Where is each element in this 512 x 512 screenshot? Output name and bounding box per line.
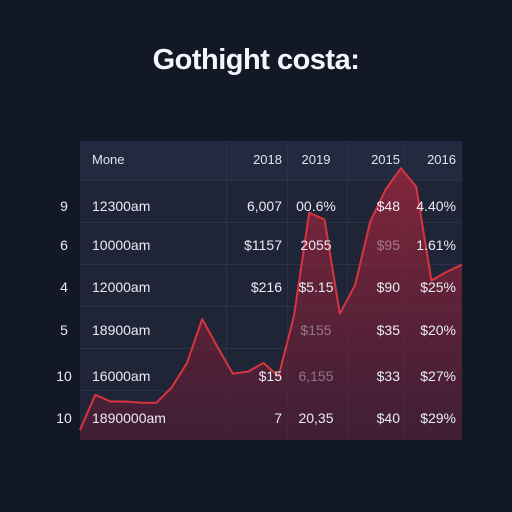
table-cell: $155 xyxy=(300,322,332,338)
table-row xyxy=(80,306,462,348)
table-cell: $33 xyxy=(376,368,400,384)
table-cell: 12300am xyxy=(92,198,151,214)
table-cell: $35 xyxy=(376,322,400,338)
table-cell: 6,155 xyxy=(298,368,334,384)
table-cell: 10000am xyxy=(92,237,151,253)
row-number: 5 xyxy=(60,322,68,338)
series-line xyxy=(79,167,463,431)
table-row xyxy=(80,264,462,306)
row-number: 4 xyxy=(60,279,68,295)
table-cell: 1890000am xyxy=(92,410,166,426)
table-row xyxy=(80,348,462,390)
row-number: 6 xyxy=(60,237,68,253)
table-row xyxy=(80,222,462,264)
table-cell: $5.15 xyxy=(298,279,334,295)
header-year-2019: 2019 xyxy=(301,152,331,167)
table-cell: 2055 xyxy=(300,237,332,253)
column-divider xyxy=(226,141,227,440)
table-cell: 6,007 xyxy=(246,198,282,214)
header-year-2016: 2016 xyxy=(427,152,456,167)
header-year-2018: 2018 xyxy=(253,152,282,167)
header-label: Mone xyxy=(92,152,125,167)
column-divider xyxy=(287,141,288,440)
table-cell: $90 xyxy=(376,279,400,295)
table-cell: $29% xyxy=(420,410,456,426)
column-divider xyxy=(347,141,348,440)
table-cell: 1.61% xyxy=(416,237,456,253)
table-cell: $95 xyxy=(376,237,400,253)
chart-title: Gothight costa: xyxy=(152,44,360,76)
table-cell: $216 xyxy=(250,279,282,295)
row-number: 9 xyxy=(60,198,68,214)
table-cell: $25% xyxy=(420,279,456,295)
table-cell: 7 xyxy=(274,410,282,426)
row-number: 10 xyxy=(56,410,72,426)
table-cell: $27% xyxy=(420,368,456,384)
table-row xyxy=(80,180,462,222)
table-cell: 16000am xyxy=(92,368,151,384)
table-cell: $20% xyxy=(420,322,456,338)
table-cell: 20,35 xyxy=(298,410,334,426)
table-cell: 12000am xyxy=(92,279,151,295)
table-cell: 00.6% xyxy=(296,198,336,214)
table-cell: $48 xyxy=(376,198,400,214)
table-cell: 4.40% xyxy=(416,198,456,214)
table-cell: $1157 xyxy=(244,237,282,253)
table-cell: 18900am xyxy=(92,322,151,338)
series-area xyxy=(80,168,462,440)
table-cell: $15 xyxy=(258,368,282,384)
table-cell: $40 xyxy=(376,410,400,426)
row-number: 10 xyxy=(56,368,72,384)
header-year-2015: 2015 xyxy=(371,152,400,167)
